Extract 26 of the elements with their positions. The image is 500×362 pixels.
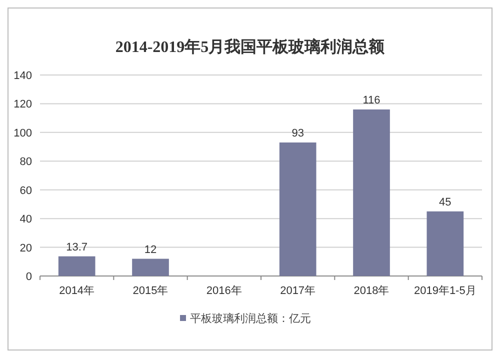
y-tick-label: 0	[26, 271, 32, 283]
x-tick-label: 2015年	[132, 285, 168, 297]
data-label: 12	[144, 244, 157, 256]
x-tick-label: 2018年	[354, 285, 390, 297]
y-tick-label: 80	[20, 156, 32, 168]
data-label: 45	[439, 196, 452, 208]
x-tick-label: 2019年1-5月	[414, 285, 476, 297]
data-label: 116	[362, 94, 380, 106]
bar	[58, 256, 96, 276]
bar	[279, 142, 316, 276]
bar	[353, 109, 390, 276]
chart-title: 2014-2019年5月我国平板玻璃利润总额	[115, 38, 386, 56]
y-tick-label: 120	[14, 98, 32, 111]
data-label: 93	[292, 127, 304, 140]
data-label: 13.7	[66, 241, 88, 254]
y-tick-label: 40	[20, 214, 32, 226]
x-tick-label: 2016年	[206, 285, 242, 297]
y-tick-label: 60	[20, 184, 32, 197]
y-tick-label: 140	[14, 70, 32, 82]
bar	[132, 258, 169, 276]
x-tick-label: 2017年	[280, 285, 316, 297]
x-tick-label: 2014年	[59, 285, 95, 297]
y-tick-label: 20	[20, 242, 32, 254]
legend-label: 平板玻璃利润总额：亿元	[190, 312, 311, 325]
bar	[426, 211, 464, 276]
y-tick-label: 100	[14, 127, 32, 140]
